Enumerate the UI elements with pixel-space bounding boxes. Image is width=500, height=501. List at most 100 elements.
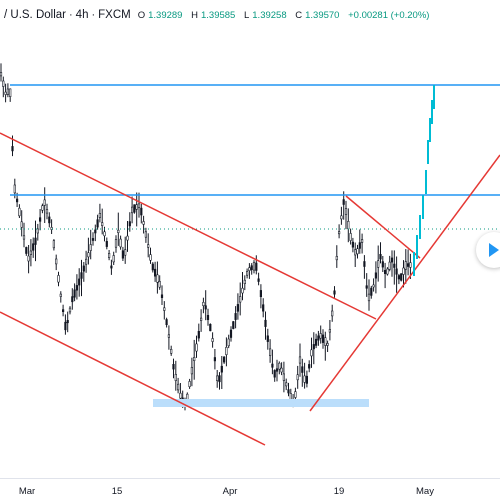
candle-body <box>317 335 320 341</box>
chart-legend: / U.S. Dollar · 4h · FXCM O 1.39289 H 1.39… <box>4 7 432 23</box>
candle-body <box>103 231 106 237</box>
candle-body <box>232 321 235 329</box>
candle-body <box>278 362 281 370</box>
candle-body <box>266 335 269 342</box>
candle-body <box>112 255 115 263</box>
symbol-title[interactable]: / U.S. Dollar <box>4 9 66 21</box>
candle-body <box>314 338 318 346</box>
candle-body <box>239 296 242 303</box>
candle-body <box>296 374 299 381</box>
candle-body <box>206 314 210 320</box>
candle-body <box>78 278 81 286</box>
candle-body <box>142 221 145 225</box>
candle-body <box>0 72 3 77</box>
high-value: 1.39585 <box>200 9 236 21</box>
candle-body <box>117 229 120 233</box>
candle-body <box>108 253 111 258</box>
candle-body <box>149 254 152 261</box>
candle-body <box>154 268 157 277</box>
candle-body <box>25 247 28 254</box>
candle-body <box>110 265 113 269</box>
candle-body <box>397 275 401 280</box>
candle-body <box>2 80 5 87</box>
candle-body <box>223 356 226 363</box>
candle-body <box>328 329 332 333</box>
candle-body <box>404 261 407 270</box>
candle-body <box>400 273 403 281</box>
candle-body <box>124 249 127 256</box>
candle-body <box>101 222 104 226</box>
candle-body <box>190 366 194 375</box>
candle-body <box>243 279 246 285</box>
candle-body <box>390 257 394 263</box>
candle-body <box>381 261 384 268</box>
candle-body <box>52 240 55 249</box>
candle-body <box>140 207 143 216</box>
candle-body <box>308 364 311 369</box>
candle-body <box>96 219 99 228</box>
candle-body <box>209 323 212 332</box>
change-value: +0.00281 (+0.20%) <box>348 9 430 21</box>
x-axis-label-19: 19 <box>333 486 345 497</box>
candle-body <box>275 368 279 372</box>
interval-label[interactable]: 4h <box>75 9 89 21</box>
candle-body <box>64 321 67 331</box>
candle-body <box>305 375 309 384</box>
x-axis-label-apr: Apr <box>222 486 238 497</box>
candle-body <box>163 307 166 311</box>
candle-body <box>133 204 136 213</box>
candle-body <box>202 301 205 306</box>
wedge-trendline[interactable] <box>345 195 421 259</box>
candle-body <box>144 231 148 238</box>
candle-body <box>294 391 297 398</box>
candle-body <box>360 239 364 243</box>
candlestick-series <box>0 63 412 411</box>
candle-body <box>29 250 33 255</box>
candle-body <box>57 275 60 283</box>
ascending-trendline[interactable] <box>309 154 500 412</box>
channel-lower-trendline[interactable] <box>0 311 266 446</box>
candle-body <box>98 213 101 218</box>
channel-upper-trendline[interactable] <box>0 132 377 320</box>
replay-play-button[interactable] <box>476 232 500 268</box>
candle-body <box>246 271 249 276</box>
candle-body <box>303 375 306 383</box>
low-value: 1.39258 <box>252 9 287 21</box>
candle-body <box>22 235 26 240</box>
candle-body <box>335 255 338 261</box>
candle-body <box>268 348 272 356</box>
candle-body <box>75 285 78 291</box>
candle-body <box>354 249 357 256</box>
candle-body <box>4 91 7 95</box>
candle-body <box>71 296 74 303</box>
candle-body <box>66 319 69 324</box>
x-axis-label-may: May <box>416 486 434 497</box>
close-value: 1.39570 <box>305 9 340 21</box>
candle-body <box>367 293 371 302</box>
candle-body <box>204 305 207 310</box>
candle-body <box>388 261 391 270</box>
candle-body <box>372 284 375 288</box>
candle-body <box>177 383 180 391</box>
candle-body <box>174 373 177 381</box>
candle-body <box>211 338 214 342</box>
candle-body <box>87 252 90 258</box>
candle-body <box>310 349 313 357</box>
support-zone-rect[interactable] <box>153 399 369 407</box>
candle-body <box>105 241 108 247</box>
candle-body <box>331 310 334 317</box>
candle-body <box>170 348 173 354</box>
ohlc-values: O 1.39289 H 1.39585 L 1.39258 C 1.39570 +0.0… <box>137 9 430 21</box>
candle-body <box>179 392 182 399</box>
candle-body <box>234 313 237 320</box>
play-arrow-icon <box>489 243 499 257</box>
candle-body <box>241 287 244 294</box>
candle-body <box>393 263 396 268</box>
candle-body <box>94 229 97 234</box>
candle-body <box>193 356 196 361</box>
time-axis[interactable]: Mar 15 Apr 19 May <box>0 478 500 501</box>
candle-body <box>280 367 283 373</box>
candle-body <box>333 290 336 295</box>
candle-body <box>216 375 219 381</box>
